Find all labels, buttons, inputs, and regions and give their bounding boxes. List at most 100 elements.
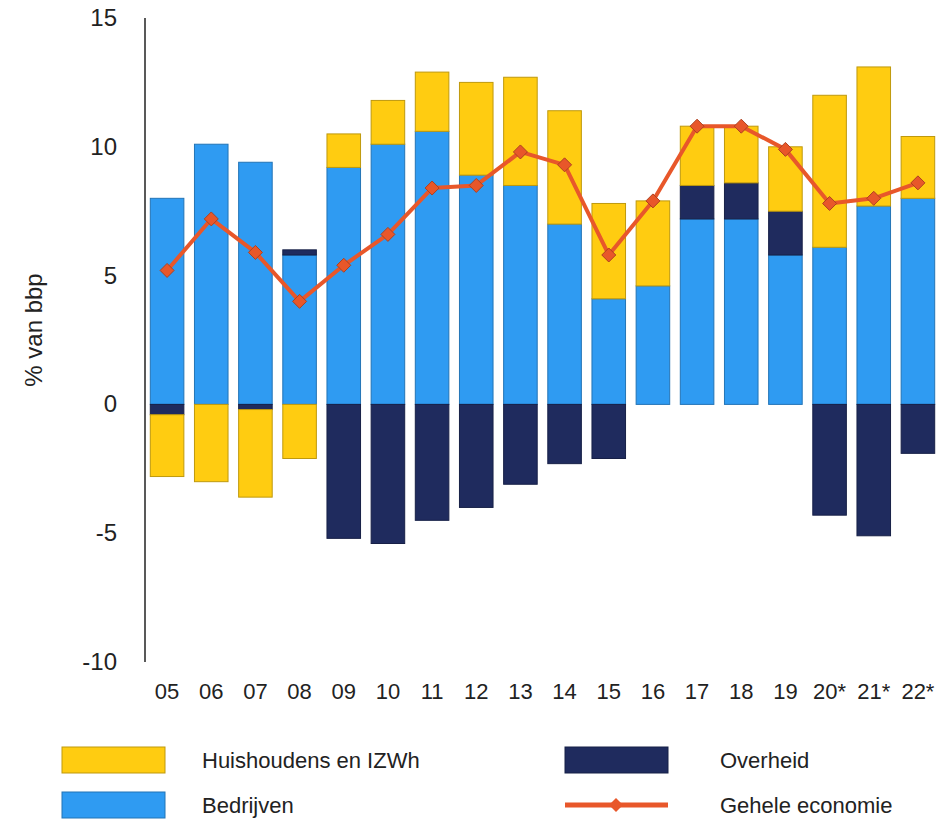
- line-marker: [204, 212, 218, 226]
- bar-segment: [592, 203, 626, 298]
- x-tick-label: 05: [155, 679, 179, 704]
- x-tick-label: 10: [376, 679, 400, 704]
- chart-container: -10-5051015% van bbp05060708091011121314…: [0, 0, 945, 833]
- bar-segment: [459, 82, 493, 175]
- bar-segment: [150, 415, 184, 477]
- x-tick-label: 06: [199, 679, 223, 704]
- bar-segment: [327, 167, 361, 404]
- bar-segment: [636, 286, 670, 404]
- bar-segment: [283, 255, 317, 404]
- legend-label: Overheid: [720, 748, 809, 773]
- bar-segment: [371, 404, 405, 543]
- legend-swatch: [609, 798, 623, 812]
- bar-segment: [857, 404, 891, 535]
- x-tick-label: 12: [464, 679, 488, 704]
- legend-label: Huishoudens en IZWh: [202, 748, 420, 773]
- bar-segment: [239, 410, 273, 498]
- y-tick-label: 5: [104, 262, 117, 289]
- x-tick-label: 09: [332, 679, 356, 704]
- bar-segment: [901, 198, 935, 404]
- bar-segment: [724, 183, 758, 219]
- bar-segment: [239, 404, 273, 409]
- line-marker: [337, 258, 351, 272]
- bar-segment: [857, 206, 891, 404]
- bar-segment: [371, 100, 405, 144]
- bar-segment: [415, 131, 449, 404]
- line-marker: [911, 176, 925, 190]
- x-tick-label: 22*: [901, 679, 934, 704]
- line-marker: [248, 245, 262, 259]
- bar-segment: [857, 67, 891, 206]
- bar-segment: [239, 162, 273, 404]
- x-tick-label: 20*: [813, 679, 846, 704]
- bar-segment: [592, 299, 626, 405]
- bar-segment: [901, 404, 935, 453]
- bar-segment: [150, 198, 184, 404]
- y-axis-line: [144, 18, 146, 662]
- line-marker: [469, 178, 483, 192]
- line-marker: [293, 294, 307, 308]
- x-tick-label: 19: [773, 679, 797, 704]
- bar-segment: [194, 144, 228, 404]
- bar-segment: [194, 404, 228, 481]
- legend-label: Gehele economie: [720, 793, 892, 818]
- bar-segment: [283, 404, 317, 458]
- line-marker: [867, 191, 881, 205]
- x-tick-label: 18: [729, 679, 753, 704]
- plot-area: [150, 67, 934, 544]
- legend-swatch: [62, 792, 165, 818]
- bar-segment: [327, 404, 361, 538]
- bar-segment: [459, 404, 493, 507]
- x-tick-label: 07: [243, 679, 267, 704]
- x-tick-label: 14: [552, 679, 576, 704]
- bar-segment: [504, 77, 538, 185]
- bar-segment: [283, 250, 317, 255]
- line: [167, 126, 918, 301]
- bar-segment: [504, 404, 538, 484]
- line-marker: [823, 196, 837, 210]
- x-tick-label: 17: [685, 679, 709, 704]
- bar-segment: [327, 134, 361, 167]
- bar-segment: [680, 219, 714, 404]
- bar-segment: [415, 72, 449, 131]
- bar-segment: [415, 404, 449, 520]
- bar-segment: [459, 175, 493, 404]
- line-marker: [646, 194, 660, 208]
- bar-segment: [548, 224, 582, 404]
- x-tick-label: 21*: [857, 679, 890, 704]
- bar-segment: [813, 404, 847, 515]
- bar-segment: [680, 185, 714, 218]
- x-tick-label: 16: [641, 679, 665, 704]
- legend-swatch: [62, 747, 165, 773]
- bar-segment: [592, 404, 626, 458]
- line-marker: [558, 158, 572, 172]
- x-tick-label: 15: [597, 679, 621, 704]
- y-tick-label: 0: [104, 390, 117, 417]
- y-tick-label: 10: [90, 133, 117, 160]
- line-marker: [690, 119, 704, 133]
- line-marker: [778, 142, 792, 156]
- x-tick-label: 08: [287, 679, 311, 704]
- legend-label: Bedrijven: [202, 793, 294, 818]
- x-tick-label: 13: [508, 679, 532, 704]
- bar-segment: [548, 404, 582, 463]
- bar-segment: [150, 404, 184, 414]
- bar-segment: [724, 126, 758, 183]
- bar-segment: [813, 95, 847, 247]
- y-tick-label: 15: [90, 4, 117, 31]
- line-marker: [513, 145, 527, 159]
- line-marker: [160, 263, 174, 277]
- bar-segment: [504, 185, 538, 404]
- bar-segment: [769, 211, 803, 255]
- chart-svg: -10-5051015% van bbp05060708091011121314…: [0, 0, 945, 833]
- line-marker: [381, 227, 395, 241]
- bar-segment: [680, 126, 714, 185]
- line-marker: [425, 181, 439, 195]
- bar-segment: [769, 255, 803, 404]
- bar-segment: [371, 144, 405, 404]
- bar-segment: [724, 219, 758, 404]
- line-marker: [602, 248, 616, 262]
- y-tick-label: -10: [82, 648, 117, 675]
- line-marker: [734, 119, 748, 133]
- y-axis-label: % van bbp: [20, 273, 47, 386]
